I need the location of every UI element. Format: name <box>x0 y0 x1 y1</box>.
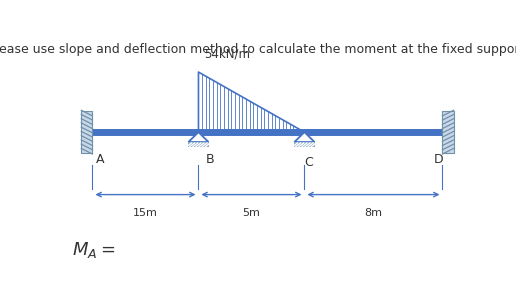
Bar <box>187 142 209 147</box>
Text: A: A <box>95 153 104 166</box>
Bar <box>82 111 92 153</box>
Text: B: B <box>205 153 214 166</box>
Polygon shape <box>294 132 315 142</box>
Bar <box>294 142 315 147</box>
Text: 8m: 8m <box>364 207 382 218</box>
Text: C: C <box>304 156 313 169</box>
Text: $M_A=$: $M_A=$ <box>72 240 116 260</box>
Text: 54kN/m: 54kN/m <box>204 47 250 60</box>
Bar <box>442 111 454 153</box>
Text: Please use slope and deflection method to calculate the moment at the fixed supp: Please use slope and deflection method t… <box>0 43 516 56</box>
Text: 15m: 15m <box>133 207 158 218</box>
Text: 5m: 5m <box>243 207 261 218</box>
Text: D: D <box>433 153 443 166</box>
Polygon shape <box>188 132 208 142</box>
